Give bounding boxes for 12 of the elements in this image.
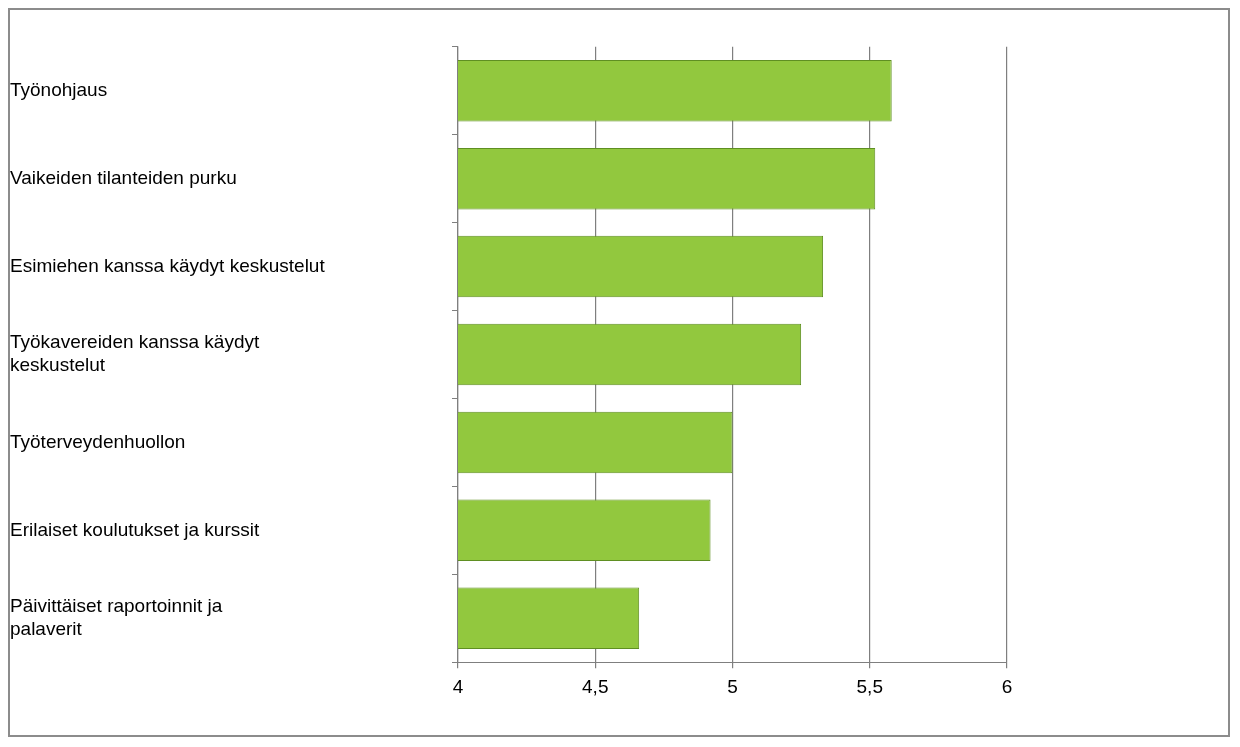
x-tick-label: 5,5	[856, 675, 883, 697]
x-tick-label: 5	[727, 675, 738, 697]
y-tick-label: Työnohjaus	[10, 78, 108, 100]
y-tick-label: Työterveydenhuollon	[10, 430, 186, 452]
y-tick-label: Esimiehen kanssa käydyt keskustelut	[10, 254, 326, 276]
y-tick-label: Vaikeiden tilanteiden purku	[10, 166, 237, 188]
y-tick-label: Työkavereiden kanssa käydyt keskustelut	[10, 331, 260, 376]
x-tick-label: 6	[1001, 675, 1013, 697]
x-tick-label: 4	[452, 675, 464, 697]
x-tick-label: 4,5	[582, 675, 609, 697]
y-tick-label: Erilaiset koulutukset ja kurssit	[10, 518, 260, 540]
y-tick-label: Päivittäiset raportoinnit ja palaverit	[10, 595, 223, 639]
